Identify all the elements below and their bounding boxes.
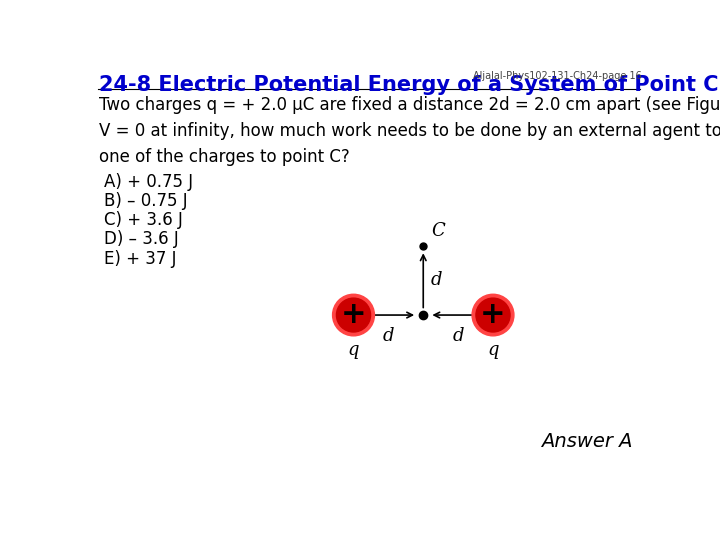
Text: D) – 3.6 J: D) – 3.6 J <box>104 231 179 248</box>
Text: C) + 3.6 J: C) + 3.6 J <box>104 211 183 229</box>
Text: E) + 37 J: E) + 37 J <box>104 249 176 268</box>
Text: d: d <box>382 327 394 345</box>
Circle shape <box>333 294 374 336</box>
Circle shape <box>472 294 514 336</box>
Text: Answer A: Answer A <box>541 433 632 451</box>
Text: d: d <box>452 327 464 345</box>
Text: d: d <box>431 272 443 289</box>
Circle shape <box>476 298 510 332</box>
Text: +: + <box>341 300 366 329</box>
Text: q: q <box>348 341 359 359</box>
Text: Two charges q = + 2.0 μC are fixed a distance 2d = 2.0 cm apart (see Figure 5). : Two charges q = + 2.0 μC are fixed a dis… <box>99 96 720 166</box>
Text: C: C <box>431 221 445 240</box>
Text: A) + 0.75 J: A) + 0.75 J <box>104 173 193 191</box>
Text: +: + <box>480 300 506 329</box>
Circle shape <box>336 298 371 332</box>
Text: B) – 0.75 J: B) – 0.75 J <box>104 192 188 210</box>
Text: q: q <box>487 341 499 359</box>
Text: Aljalal-Phys102-131-Ch24-page 16: Aljalal-Phys102-131-Ch24-page 16 <box>473 71 642 81</box>
Text: 24-8 Electric Potential Energy of a System of Point Charges: 24-8 Electric Potential Energy of a Syst… <box>99 75 720 95</box>
